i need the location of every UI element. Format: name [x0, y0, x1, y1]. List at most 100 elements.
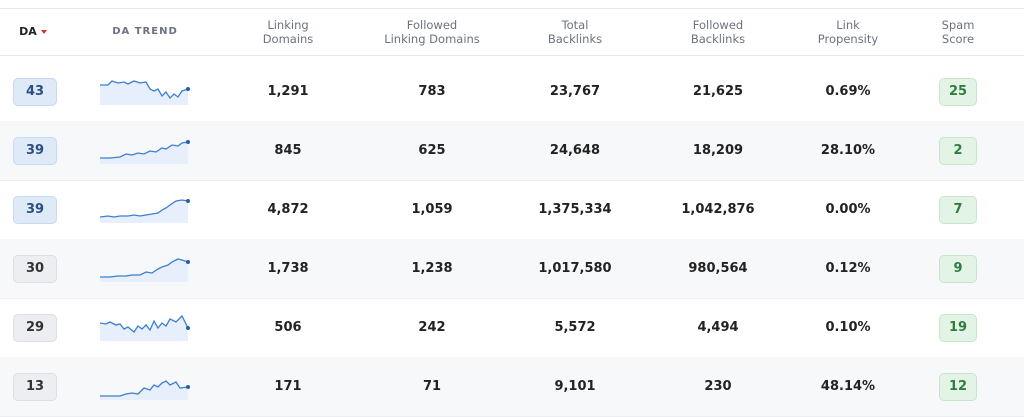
da-badge: 39	[13, 136, 57, 165]
sparkline-line	[100, 79, 189, 99]
value-cell: 230	[704, 379, 732, 394]
spam-badge: 19	[939, 313, 977, 342]
value-cell: 171	[274, 379, 302, 394]
table-row: 29 506 242 5,572 4,494 0.10% 19	[0, 298, 1024, 358]
value-cell: 18,209	[692, 143, 744, 158]
sparkline-line	[100, 379, 189, 397]
value-cell: 1,738	[267, 261, 309, 276]
value-cell: 4,872	[267, 202, 309, 217]
value-cell: 1,375,334	[538, 202, 612, 217]
column-header-line: Followed	[406, 18, 458, 32]
spam-cell: 19	[928, 298, 988, 357]
column-header: Followed Linking Domains	[362, 9, 502, 55]
spam-badge: 25	[939, 77, 977, 106]
da-header[interactable]: DA	[12, 9, 56, 55]
sparkline-dot	[186, 198, 190, 203]
sparkline	[100, 379, 190, 400]
value-cell: 9,101	[554, 379, 596, 394]
column-header-line: Linking	[267, 18, 309, 32]
spam-cell: 2	[928, 121, 988, 180]
da-badge: 13	[13, 372, 57, 401]
value-cell: 48.14%	[820, 379, 876, 394]
sparkline-area	[100, 199, 188, 223]
value-cell: 1,042,876	[681, 202, 755, 217]
column-header-line: Total	[561, 18, 589, 32]
spam-badge: 12	[939, 372, 977, 401]
column-header: Link Propensity	[778, 9, 918, 55]
column-header-line: Link	[836, 18, 860, 32]
da-cell: 13	[10, 357, 60, 416]
sparkline-dot	[186, 259, 190, 264]
value-cell: 1,238	[411, 261, 453, 276]
spam-badge: 9	[939, 254, 977, 283]
column-header-line: Domains	[262, 32, 314, 46]
value-cell: 23,767	[549, 84, 601, 99]
table-row: 43 1,291 783 23,767 21,625 0.69% 25	[0, 62, 1024, 122]
sort-icon	[40, 30, 47, 34]
column-header-line: Linking Domains	[384, 32, 480, 46]
spam-cell: 7	[928, 180, 988, 239]
value-cell: 1,059	[411, 202, 453, 217]
da-badge: 30	[13, 254, 57, 283]
sparkline-dot	[186, 139, 190, 144]
column-header: Total Backlinks	[505, 9, 645, 55]
trend-cell	[98, 357, 194, 416]
sparkline-dot	[186, 325, 190, 330]
sparkline-line	[100, 198, 189, 218]
value-cell: 4,494	[697, 320, 739, 335]
spam-cell: 12	[928, 357, 988, 416]
sparkline-area	[100, 380, 188, 400]
value-cell: 1,291	[267, 84, 309, 99]
column-header-line: Spam	[941, 18, 975, 32]
sparkline	[100, 257, 190, 282]
sparkline	[100, 139, 190, 164]
spam-badge: 7	[939, 195, 977, 224]
da-cell: 39	[10, 180, 60, 239]
column-header-line: Followed	[692, 18, 744, 32]
table-header: DA DA TREND Linking Domains Followed Linkin…	[0, 8, 1024, 56]
trend-cell	[98, 298, 194, 357]
value-cell: 21,625	[692, 84, 744, 99]
da-cell: 39	[10, 121, 60, 180]
column-header: Linking Domains	[218, 9, 358, 55]
value-cell: 980,564	[688, 261, 748, 276]
da-cell: 43	[10, 62, 60, 121]
table-row: 30 1,738 1,238 1,017,580 980,564 0.12% 9	[0, 239, 1024, 299]
sparkline-line	[100, 314, 189, 333]
value-cell: 5,572	[554, 320, 596, 335]
sparkline	[100, 314, 190, 341]
value-cell: 71	[422, 379, 442, 394]
column-header-line: Score	[941, 32, 975, 46]
sparkline-area	[100, 80, 188, 105]
value-cell: 0.10%	[825, 320, 871, 335]
trend-header: DA TREND	[112, 26, 178, 37]
value-cell: 845	[274, 143, 302, 158]
trend-cell	[98, 121, 194, 180]
column-header: Followed Backlinks	[648, 9, 788, 55]
da-cell: 29	[10, 298, 60, 357]
sparkline	[100, 198, 190, 223]
spam-cell: 9	[928, 239, 988, 298]
value-cell: 625	[418, 143, 446, 158]
value-cell: 0.00%	[825, 202, 871, 217]
spam-badge: 2	[939, 136, 977, 165]
column-header-line: Backlinks	[690, 32, 746, 46]
value-cell: 28.10%	[820, 143, 876, 158]
table-row: 13 171 71 9,101 230 48.14% 12	[0, 357, 1024, 417]
sparkline-area	[100, 141, 188, 164]
da-cell: 30	[10, 239, 60, 298]
table-row: 39 845 625 24,648 18,209 28.10% 2	[0, 121, 1024, 181]
sparkline-line	[100, 257, 189, 278]
value-cell: 24,648	[549, 143, 601, 158]
da-badge: 29	[13, 313, 57, 342]
value-cell: 1,017,580	[538, 261, 612, 276]
value-cell: 0.12%	[825, 261, 871, 276]
value-cell: 242	[418, 320, 446, 335]
value-cell: 783	[418, 84, 446, 99]
spam-cell: 25	[928, 62, 988, 121]
da-badge: 43	[13, 77, 57, 106]
table-row: 39 4,872 1,059 1,375,334 1,042,876 0.00% 7	[0, 180, 1024, 240]
sparkline-dot	[186, 86, 190, 91]
da-badge: 39	[13, 195, 57, 224]
